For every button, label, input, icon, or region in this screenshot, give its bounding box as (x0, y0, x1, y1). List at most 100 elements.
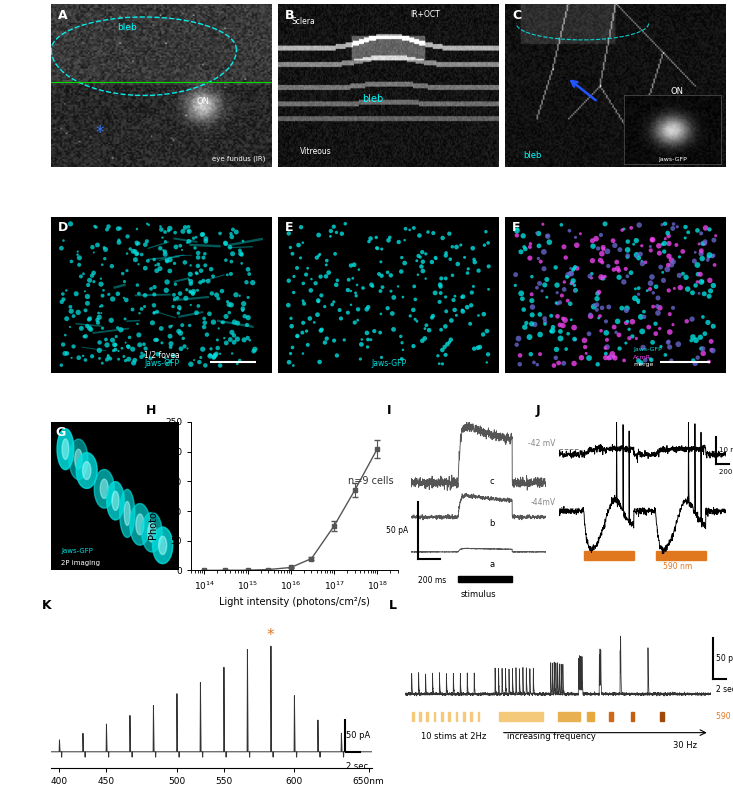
Bar (609, 712, 614, 721)
Bar (558, 712, 580, 721)
Point (413, 229, 425, 242)
Point (578, 334, 590, 347)
Point (692, 351, 704, 364)
Point (229, 316, 240, 329)
Point (195, 265, 207, 277)
Text: 10 stims at 2Hz: 10 stims at 2Hz (421, 731, 486, 741)
Point (564, 225, 575, 237)
Point (75, 270, 86, 283)
Point (589, 299, 600, 311)
Text: c: c (489, 478, 494, 486)
Point (113, 344, 125, 357)
Point (175, 343, 187, 355)
Point (92, 314, 103, 326)
Point (187, 288, 199, 300)
Point (214, 348, 226, 360)
Point (437, 232, 449, 244)
Point (509, 279, 521, 292)
Point (179, 256, 191, 269)
Point (142, 255, 154, 267)
Point (702, 316, 714, 329)
Point (184, 319, 196, 332)
Point (366, 280, 378, 292)
Point (104, 352, 116, 365)
Point (314, 270, 326, 283)
Point (131, 279, 143, 292)
Point (353, 263, 365, 276)
Point (78, 267, 89, 280)
Point (219, 236, 231, 249)
Point (93, 311, 105, 324)
Point (529, 318, 541, 331)
Point (313, 250, 325, 262)
Bar (660, 712, 664, 721)
Point (201, 329, 213, 341)
Point (608, 321, 620, 333)
Point (320, 258, 332, 271)
Point (185, 299, 196, 311)
Point (622, 243, 633, 256)
Point (539, 318, 550, 330)
Point (655, 340, 667, 353)
Point (339, 333, 350, 346)
Point (183, 225, 195, 238)
Point (174, 327, 186, 340)
Point (121, 247, 133, 260)
Point (236, 257, 248, 269)
Point (212, 333, 224, 346)
Point (646, 271, 658, 284)
Text: F: F (512, 221, 520, 234)
Point (291, 330, 303, 343)
Point (662, 336, 674, 349)
Point (82, 279, 94, 292)
Point (542, 230, 553, 243)
Point (434, 296, 446, 308)
Point (590, 232, 602, 245)
Point (61, 312, 73, 325)
Point (202, 275, 214, 288)
Point (699, 237, 710, 250)
Point (396, 353, 408, 366)
Point (207, 351, 219, 364)
Point (181, 284, 193, 296)
Point (350, 289, 362, 302)
Point (220, 237, 232, 250)
Point (668, 217, 679, 230)
Point (56, 359, 67, 371)
Point (592, 358, 603, 370)
Point (707, 344, 719, 357)
Point (169, 257, 180, 269)
Text: AcmR: AcmR (633, 355, 651, 359)
Point (420, 273, 432, 285)
Point (182, 342, 194, 355)
Text: Jaws-GFP: Jaws-GFP (371, 359, 406, 368)
Point (664, 325, 676, 338)
Point (543, 236, 555, 248)
Text: -42 mV: -42 mV (528, 439, 556, 448)
Point (466, 286, 478, 299)
Point (435, 272, 447, 284)
Point (518, 240, 530, 253)
Point (517, 229, 529, 242)
Point (306, 273, 317, 285)
Point (410, 293, 421, 306)
Point (88, 275, 100, 288)
Point (480, 225, 492, 238)
Point (384, 231, 396, 243)
Point (692, 268, 704, 281)
Point (584, 308, 596, 321)
Point (61, 347, 73, 359)
Point (667, 318, 679, 331)
Point (123, 353, 135, 366)
Point (408, 280, 420, 292)
Point (192, 259, 204, 272)
Point (591, 299, 603, 311)
Point (210, 349, 221, 362)
Point (302, 339, 314, 351)
Point (385, 284, 397, 297)
Point (586, 267, 597, 280)
Text: 2 sec: 2 sec (716, 685, 733, 694)
Point (569, 279, 581, 292)
Point (674, 281, 686, 294)
Text: 2 sec: 2 sec (346, 762, 368, 771)
